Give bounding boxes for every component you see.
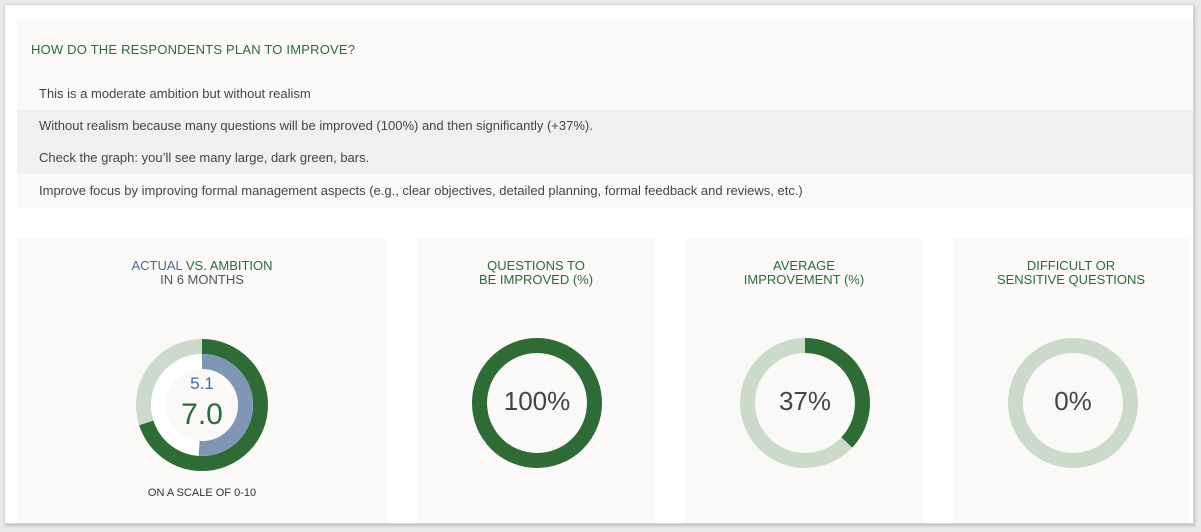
title-vs-ambition: VS. AMBITION [182,258,273,273]
questions-donut: 100% [472,338,602,468]
section-title: HOW DO THE RESPONDENTS PLAN TO IMPROVE? [31,42,356,57]
card-questions-to-improve: QUESTIONS TO BE IMPROVED (%) 100% [417,238,655,523]
title-actual: ACTUAL [131,258,183,273]
card-title: DIFFICULT OR SENSITIVE QUESTIONS [953,259,1189,287]
donut-value-label: 0% [1054,386,1092,416]
donut-value-label: 100% [503,386,571,416]
title-line-1: DIFFICULT OR [1026,258,1116,273]
insight-row: Check the graph: you’ll see many large, … [17,142,1193,174]
card-actual-vs-ambition: ACTUAL VS. AMBITION IN 6 MONTHS 5.1 7.0 … [17,238,387,523]
actual-ring-arc [151,354,253,456]
card-difficult-questions: DIFFICULT OR SENSITIVE QUESTIONS 0% [953,238,1189,523]
title-line-1: AVERAGE [773,258,835,273]
donut-track [1008,338,1138,468]
card-title: AVERAGE IMPROVEMENT (%) [685,259,923,287]
insight-row: This is a moderate ambition but without … [39,86,311,101]
title-line-2: IMPROVEMENT (%) [743,272,865,287]
improvement-summary-panel: HOW DO THE RESPONDENTS PLAN TO IMPROVE? … [17,20,1193,208]
title-line-1: QUESTIONS TO [487,258,585,273]
title-line-2: SENSITIVE QUESTIONS [996,272,1146,287]
donut-arc [472,338,602,468]
card-title: ACTUAL VS. AMBITION IN 6 MONTHS [17,259,387,287]
title-line-2: BE IMPROVED (%) [478,272,594,287]
dashboard-frame: HOW DO THE RESPONDENTS PLAN TO IMPROVE? … [4,4,1194,524]
average-donut: 37% [740,338,870,468]
donut-value-label: 37% [778,386,832,416]
actual-ambition-donut: 5.1 7.0 [135,338,269,472]
card-title: QUESTIONS TO BE IMPROVED (%) [417,259,655,287]
scale-note: ON A SCALE OF 0-10 [147,487,257,499]
title-timeframe: IN 6 MONTHS [160,272,244,287]
insight-row: Improve focus by improving formal manage… [39,183,803,198]
card-average-improvement: AVERAGE IMPROVEMENT (%) 37% [685,238,923,523]
insight-row: Without realism because many questions w… [17,110,1193,142]
ambition-value: 7.0 [181,398,223,431]
actual-value: 5.1 [190,374,214,393]
difficult-donut: 0% [1008,338,1138,468]
donut-arc [740,338,870,468]
ambition-ring-arc [136,339,268,471]
